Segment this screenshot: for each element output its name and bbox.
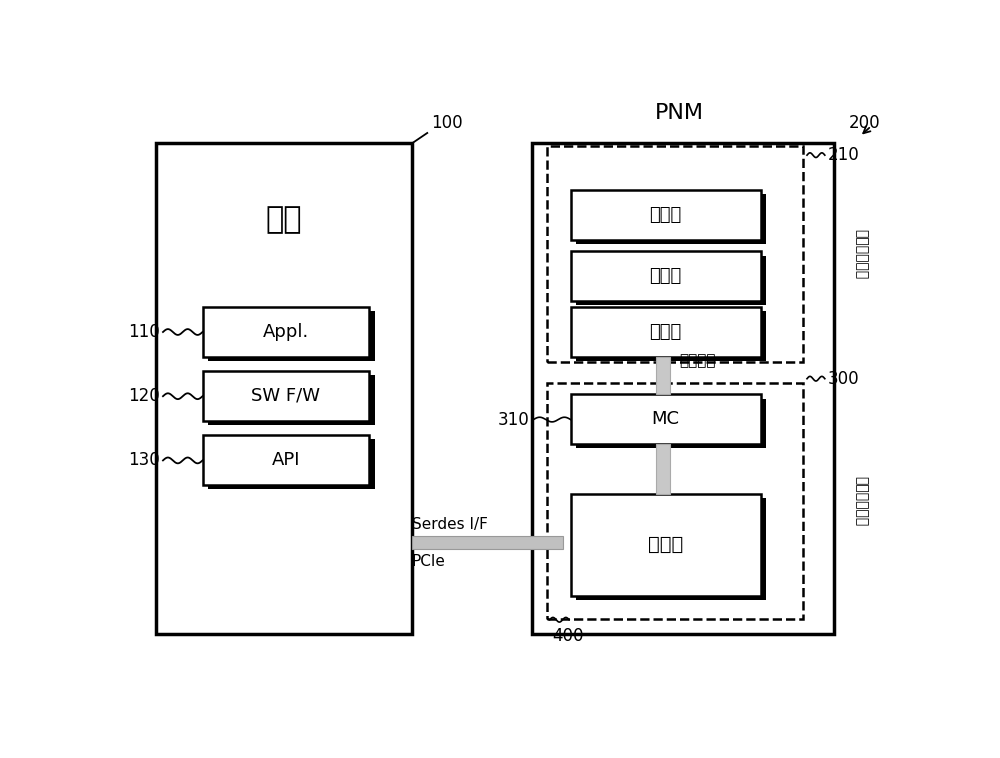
Text: 310: 310 xyxy=(498,411,530,428)
Bar xyxy=(571,394,761,444)
Bar xyxy=(571,190,761,240)
Text: 加速器: 加速器 xyxy=(648,535,683,554)
Bar xyxy=(576,399,766,448)
Text: MC: MC xyxy=(652,410,680,428)
Text: 存储器: 存储器 xyxy=(649,206,682,224)
Text: PCIe: PCIe xyxy=(412,554,446,568)
Text: Appl.: Appl. xyxy=(263,323,309,340)
Bar xyxy=(208,311,375,361)
Bar xyxy=(202,307,369,356)
Text: 100: 100 xyxy=(431,114,463,132)
Text: 110: 110 xyxy=(128,323,160,341)
Text: Serdes I/F: Serdes I/F xyxy=(412,517,488,532)
Text: PNM: PNM xyxy=(655,103,704,123)
Bar xyxy=(571,493,761,596)
Bar xyxy=(576,498,766,600)
Bar xyxy=(202,435,369,485)
Text: 200: 200 xyxy=(849,114,881,132)
Bar xyxy=(208,440,375,489)
Bar xyxy=(576,194,766,244)
Text: 存储器控制器: 存储器控制器 xyxy=(854,229,868,280)
Bar xyxy=(202,371,369,421)
Bar xyxy=(571,252,761,301)
Text: API: API xyxy=(272,451,300,469)
Bar xyxy=(156,143,412,634)
Text: 120: 120 xyxy=(128,387,160,406)
Text: 130: 130 xyxy=(128,452,160,469)
Bar xyxy=(656,444,670,493)
Text: 存储器: 存储器 xyxy=(649,268,682,285)
Text: 210: 210 xyxy=(828,146,860,164)
Text: 主机: 主机 xyxy=(266,205,302,234)
Bar xyxy=(532,143,834,634)
Bar xyxy=(412,537,563,549)
Text: 加速器控制器: 加速器控制器 xyxy=(854,476,868,526)
Bar xyxy=(576,311,766,361)
Text: 400: 400 xyxy=(552,627,584,645)
Bar xyxy=(576,255,766,305)
Text: 数据信号: 数据信号 xyxy=(679,353,716,368)
Bar xyxy=(547,146,803,362)
Bar xyxy=(656,356,670,394)
Bar xyxy=(547,383,803,619)
Text: 300: 300 xyxy=(828,370,860,387)
Text: 存储器: 存储器 xyxy=(649,323,682,340)
Bar xyxy=(571,307,761,356)
Text: SW F/W: SW F/W xyxy=(251,387,320,405)
Bar xyxy=(208,375,375,424)
